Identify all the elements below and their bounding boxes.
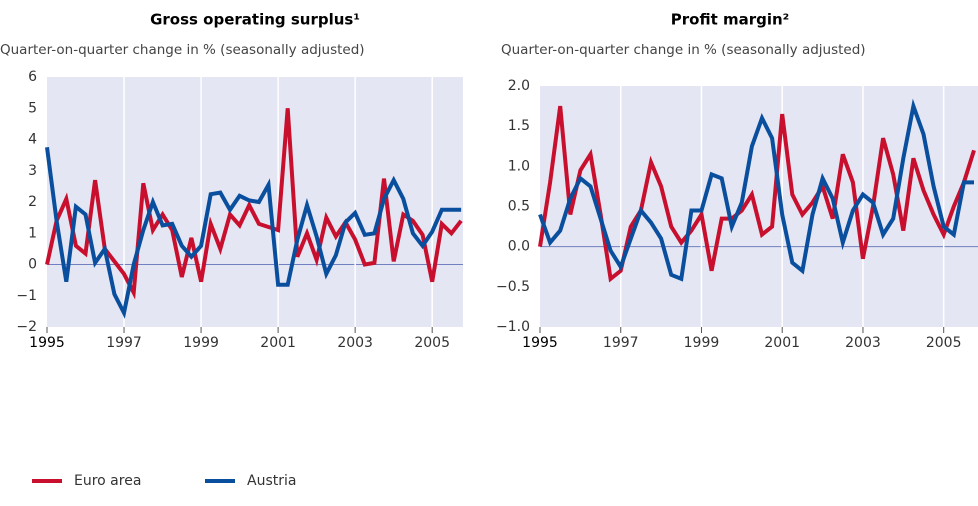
- chart-subtitle: Quarter-on-quarter change in % (seasonal…: [501, 42, 866, 58]
- x-tick-label: 2003: [845, 335, 881, 351]
- series-line: [45, 108, 463, 300]
- y-tick-label: 6: [28, 69, 37, 85]
- x-tick-label: 2003: [337, 335, 373, 351]
- y-tick-label: 4: [28, 132, 37, 148]
- x-tick-label: 1997: [603, 335, 639, 351]
- y-tick-label: 3: [28, 163, 37, 179]
- series-line: [45, 147, 462, 319]
- chart-title: Profit margin²: [671, 11, 789, 29]
- x-tick-label: 1999: [684, 335, 720, 351]
- series-line: [538, 105, 976, 283]
- legend-label: Euro area: [74, 473, 141, 489]
- series-line: [538, 98, 974, 282]
- legend-label: Austria: [247, 473, 296, 489]
- x-tick-label: 1995: [29, 335, 65, 351]
- x-tick-label: 1997: [106, 335, 142, 351]
- y-tick-label: 1.5: [508, 118, 530, 134]
- y-tick-label: −1.0: [496, 319, 530, 335]
- y-tick-label: 0: [28, 257, 37, 273]
- y-tick-label: 0.5: [508, 199, 530, 215]
- x-tick-label: 2005: [926, 335, 962, 351]
- y-tick-label: 5: [28, 100, 37, 116]
- y-tick-label: −2: [16, 319, 37, 335]
- y-tick-label: 0.0: [508, 239, 530, 255]
- y-tick-label: −1: [16, 288, 37, 304]
- chart-subtitle: Quarter-on-quarter change in % (seasonal…: [0, 42, 365, 58]
- y-tick-label: 2.0: [508, 78, 530, 94]
- y-tick-label: 1: [28, 225, 37, 241]
- y-tick-label: −0.5: [496, 279, 530, 295]
- x-tick-label: 2005: [414, 335, 450, 351]
- y-tick-label: 1.0: [508, 158, 530, 174]
- y-tick-label: 2: [28, 194, 37, 210]
- x-tick-label: 1995: [522, 335, 558, 351]
- x-tick-label: 1999: [183, 335, 219, 351]
- chart-title: Gross operating surplus¹: [150, 11, 360, 29]
- x-tick-label: 2001: [260, 335, 296, 351]
- x-tick-label: 2001: [764, 335, 800, 351]
